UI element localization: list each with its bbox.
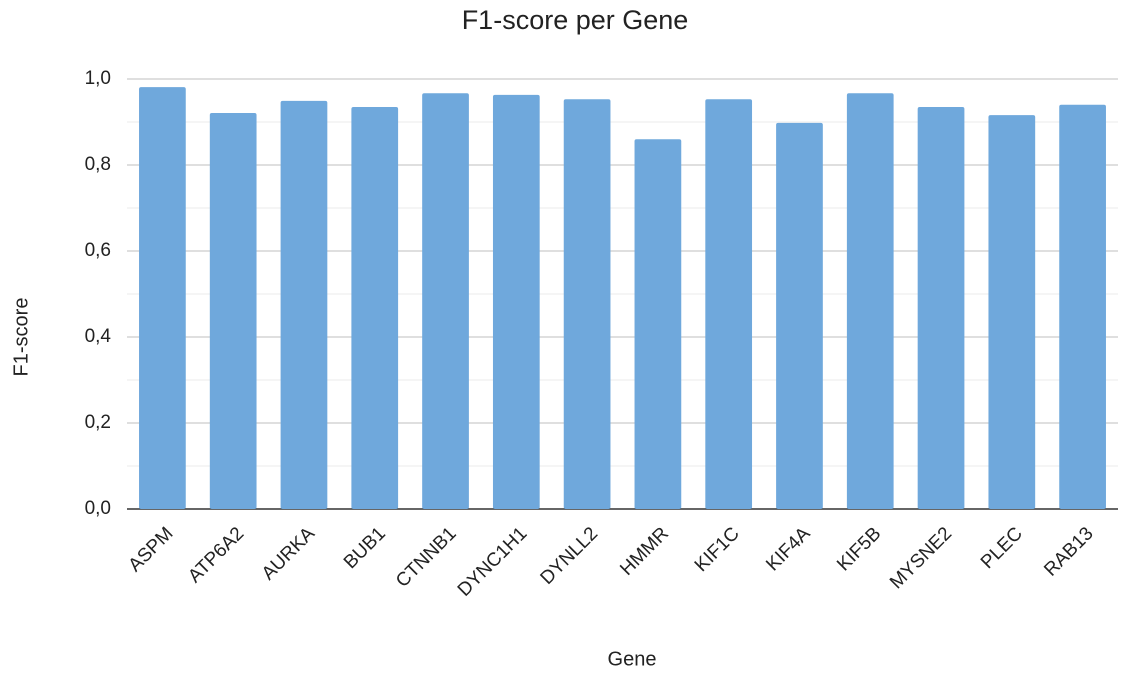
bar <box>422 93 469 509</box>
x-tick-label: RAB13 <box>1040 523 1097 580</box>
bar <box>705 99 753 510</box>
y-tick-label: 0,6 <box>85 240 111 261</box>
bar <box>563 99 611 510</box>
x-tick-label: BUB1 <box>340 523 390 573</box>
bar <box>917 106 965 509</box>
x-axis-label: Gene <box>608 648 657 670</box>
x-tick-label: DYNC1H1 <box>454 523 532 601</box>
y-tick-label: 0,0 <box>85 498 111 519</box>
x-tick-label: DYNLL2 <box>537 523 603 589</box>
bar <box>1059 104 1106 510</box>
y-tick-label: 0,8 <box>85 154 111 175</box>
x-tick-label: ATP6A2 <box>184 523 248 587</box>
x-tick-label: ASPM <box>125 523 178 576</box>
bar <box>776 122 823 510</box>
bar <box>988 115 1036 510</box>
bar <box>139 87 186 510</box>
chart-title: F1-score per Gene <box>462 5 689 35</box>
x-tick-label: AURKA <box>258 523 319 584</box>
x-tick-label: KIF5B <box>833 523 885 575</box>
bar <box>492 94 540 509</box>
y-tick-label: 0,2 <box>85 412 111 433</box>
bar <box>634 139 682 509</box>
x-tick-label: PLEC <box>977 523 1027 573</box>
x-tick-label: MYSNE2 <box>886 523 956 593</box>
x-tick-label: HMMR <box>616 523 673 580</box>
bar <box>280 100 328 510</box>
bar <box>209 112 257 509</box>
x-tick-label: KIF4A <box>762 523 814 575</box>
y-tick-label: 0,4 <box>85 326 112 347</box>
bar <box>351 106 399 509</box>
x-tick-label: KIF1C <box>691 523 744 576</box>
y-axis-label: F1-score <box>10 298 32 377</box>
y-tick-label: 1,0 <box>85 68 111 89</box>
x-tick-label: CTNNB1 <box>392 523 461 592</box>
bar <box>846 93 894 509</box>
